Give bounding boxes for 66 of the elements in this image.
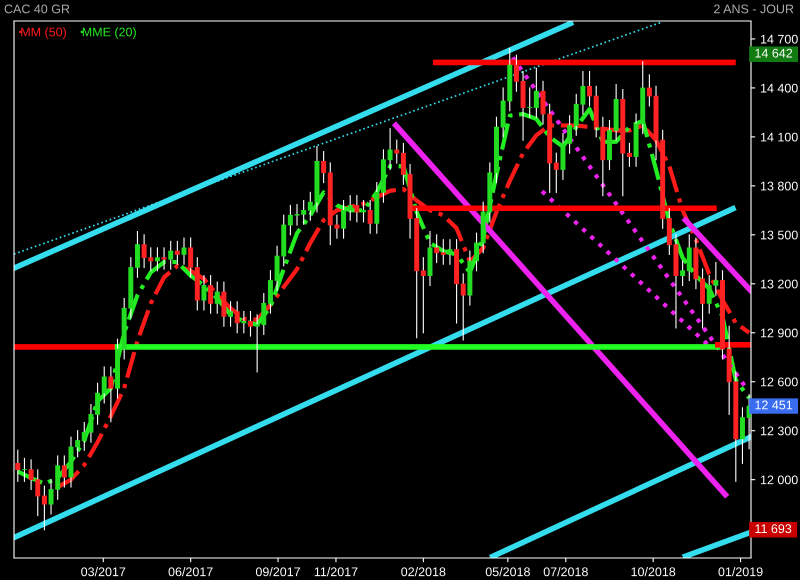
candlestick (440, 239, 446, 265)
candlestick (394, 140, 400, 164)
candlestick (527, 87, 532, 118)
candlestick (214, 282, 220, 314)
x-tick-label: 03/2017 (81, 567, 126, 576)
candlestick (574, 94, 579, 136)
chart-subtitle: 2 ANS - JOUR (714, 4, 794, 14)
candlestick (680, 260, 686, 286)
x-tick-label: 07/2018 (544, 567, 588, 576)
y-tick-label: 12 600 (760, 378, 798, 386)
x-tick-label: 09/2017 (256, 567, 300, 576)
x-tick-label: 10/2018 (632, 567, 676, 576)
y-tick-label: 14 700 (760, 34, 798, 44)
text: 14 642 (755, 48, 792, 58)
y-tick-label: 14 100 (760, 132, 798, 142)
y-tick-label: 13 800 (760, 182, 798, 191)
candlestick (361, 200, 366, 222)
y-tick-label: 12 300 (760, 426, 798, 436)
candlestick (228, 301, 234, 327)
candlestick (321, 151, 326, 184)
candlestick (686, 234, 692, 282)
candlestick (713, 262, 718, 296)
candlestick (580, 71, 586, 115)
x-tick-label: 02/2018 (401, 567, 446, 576)
candlestick (554, 152, 559, 193)
y-tick-label: 13 200 (760, 280, 798, 288)
x-tick-label: 01/2019 (718, 567, 763, 576)
x-tick-label: 06/2017 (168, 567, 213, 576)
candlestick (142, 234, 147, 268)
y-tick-label: 12 900 (760, 328, 798, 338)
y-tick-label: 13 500 (760, 230, 798, 240)
text: 11 693 (755, 524, 792, 534)
candlestick (182, 238, 186, 265)
y-tick-label: 12 000 (760, 475, 798, 484)
candlestick (254, 314, 260, 372)
candlestick (174, 240, 180, 265)
candlestick (148, 247, 154, 272)
x-tick-label: 11/2017 (314, 567, 358, 576)
text: 12 451 (755, 400, 792, 410)
candlestick (168, 240, 174, 270)
candlestick (420, 257, 426, 334)
x-tick-label: 05/2018 (486, 567, 530, 576)
candlestick (368, 200, 373, 234)
candlestick (534, 68, 539, 118)
candlestick (706, 275, 712, 314)
candlestick (154, 247, 160, 272)
candlestick (42, 486, 47, 530)
candlestick (162, 247, 167, 270)
legend-label: MME (20) (82, 27, 136, 39)
candlestick (108, 366, 114, 422)
candlestick (188, 238, 194, 278)
candlestick (248, 310, 253, 337)
y-tick-label: 14 400 (760, 84, 798, 93)
candlestick (334, 214, 340, 239)
candlestick (208, 275, 214, 314)
candlestick (201, 275, 206, 310)
candlestick (234, 301, 240, 334)
legend-label: MM (50) (21, 27, 66, 39)
candlestick (35, 469, 40, 516)
candlestick (447, 239, 452, 265)
candlestick (354, 195, 360, 222)
candlestick (434, 234, 440, 264)
chart-title: CAC 40 GR (4, 4, 70, 14)
candlestick (241, 310, 246, 334)
candlestick (28, 459, 34, 490)
candlestick (22, 458, 27, 482)
